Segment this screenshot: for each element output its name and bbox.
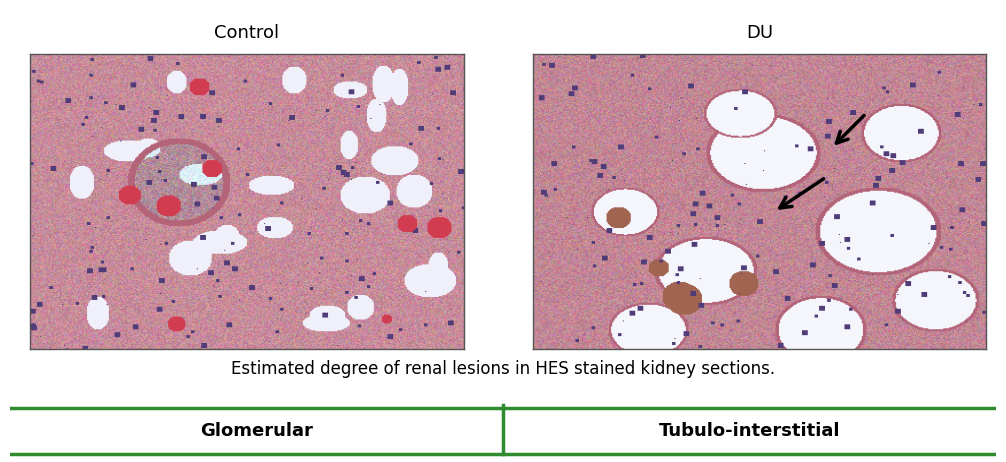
Text: DU: DU (745, 24, 773, 42)
Text: Tubulo-interstitial: Tubulo-interstitial (659, 422, 840, 440)
Text: Glomerular: Glomerular (200, 422, 313, 440)
Text: Estimated degree of renal lesions in HES stained kidney sections.: Estimated degree of renal lesions in HES… (231, 360, 775, 377)
Text: Control: Control (214, 24, 280, 42)
